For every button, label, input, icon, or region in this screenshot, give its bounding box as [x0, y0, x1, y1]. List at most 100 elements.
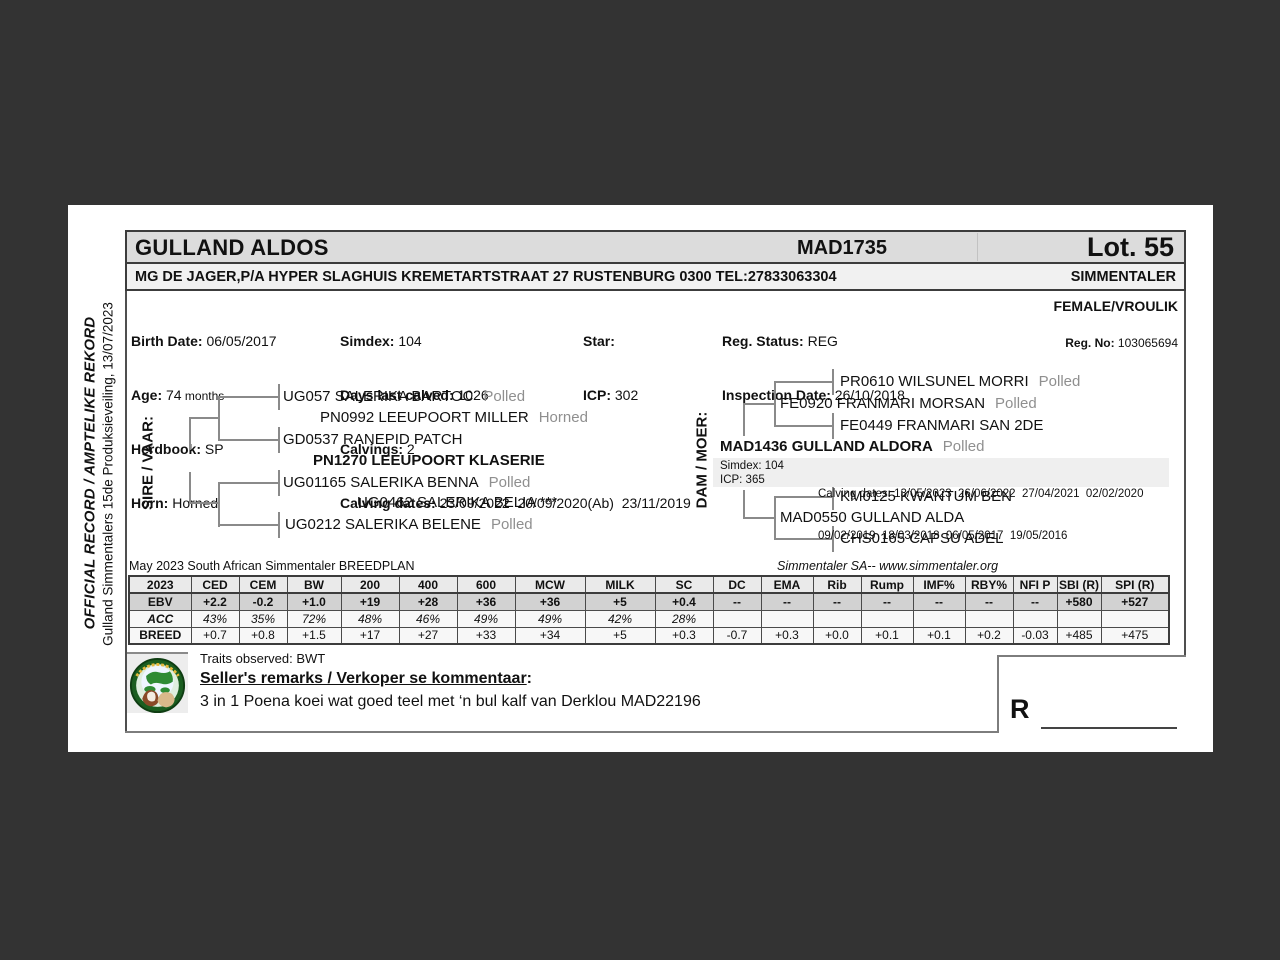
breedplan-column-header: Rump	[860, 575, 914, 594]
inspection-date-value: 26/10/2018	[834, 387, 905, 403]
breedplan-cell	[712, 609, 762, 628]
breedplan-column-header: EMA	[760, 575, 814, 594]
breedplan-cell: -0.2	[238, 592, 288, 611]
pedigree-tick	[278, 470, 280, 496]
breeder-bar: MG DE JAGER,P/A HYPER SLAGHUIS KREMETART…	[125, 264, 1186, 291]
pedigree-line	[218, 524, 279, 526]
days-last-calved-value: 1026	[457, 387, 489, 403]
card-border-right	[1184, 291, 1186, 657]
pedigree-line	[189, 502, 219, 504]
dam-calving-dates-line1: Calving dates: 13/05/2023 26/06/2022 27/…	[818, 488, 1144, 500]
breedplan-cell	[912, 609, 966, 628]
breedplan-cell	[1100, 609, 1170, 628]
lot-number: Lot. 55	[1086, 232, 1174, 262]
breedplan-column-header: 200	[340, 575, 400, 594]
breedplan-column-header: IMF%	[912, 575, 966, 594]
dam-dam: MAD0550 GULLAND ALDA	[780, 509, 965, 526]
breedplan-cell: +1.5	[286, 626, 342, 645]
dam-grandparent-3: KM0125 KWANTUM BEN	[840, 488, 1012, 505]
breedplan-cell: +36	[514, 592, 586, 611]
breedplan-row-acc: ACC 43% 35% 72% 48% 46% 49% 49% 42% 28%	[128, 609, 1170, 628]
breedplan-cell: +34	[514, 626, 586, 645]
pedigree-tick	[278, 512, 280, 538]
breedplan-column-header: SBI (R)	[1056, 575, 1102, 594]
sellers-remarks-heading: Seller's remarks / Verkoper se kommentaa…	[200, 670, 532, 687]
info-column-2: Simdex: 104 Days last calved: 1026 Calvi…	[340, 296, 691, 548]
breedplan-column-header: 400	[398, 575, 458, 594]
breedplan-cell: +2.2	[190, 592, 240, 611]
dam-performance-box: Simdex: 104 ICP: 365 Calving dates: 13/0…	[713, 458, 1169, 542]
pedigree-line	[218, 396, 220, 441]
breedplan-cell: +527	[1100, 592, 1170, 611]
animal-name: GULLAND ALDOS	[135, 235, 329, 260]
reg-status-label: Reg. Status:	[722, 333, 804, 349]
breedplan-cell: +0.7	[190, 626, 240, 645]
reg-status-value: REG	[807, 333, 838, 349]
animal-record-card: GULLAND ALDOS MAD1735 Lot. 55 MG DE JAGE…	[125, 230, 1186, 733]
pedigree-line	[189, 417, 191, 450]
pedigree-tick	[832, 413, 834, 439]
icp-value: 302	[614, 387, 639, 403]
days-last-calved-label: Days last calved:	[340, 387, 454, 403]
sire-sire: PN0992 LEEUPOORT MILLER Horned	[320, 409, 588, 426]
breedplan-cell: +5	[584, 592, 656, 611]
sire-grandparent-1: UG057 SALERIKA BARTOC Polled	[283, 388, 526, 405]
breedplan-cell: +0.2	[964, 626, 1014, 645]
dam-sire: FE0920 FRANMARI MORSAN Polled	[780, 395, 1037, 412]
breedplan-cell	[964, 609, 1014, 628]
pedigree-tick	[832, 369, 834, 395]
breedplan-cell	[760, 609, 814, 628]
sire-dam: UG0462 SALERIKA BELIA ***	[357, 494, 558, 511]
price-write-in-line	[1041, 727, 1177, 729]
breedplan-cell: +0.0	[812, 626, 862, 645]
info-column-1: Birth Date: 06/05/2017 Age: 74 months He…	[131, 296, 277, 548]
sellers-remarks-text: 3 in 1 Poena koei wat goed teel met ‘n b…	[200, 693, 701, 710]
card-border-step-horizontal	[997, 655, 1186, 657]
dam-grandparent-1: PR0610 WILSUNEL MORRI Polled	[840, 373, 1081, 390]
breedplan-cell: 43%	[190, 609, 240, 628]
breedplan-row-label: ACC	[128, 609, 192, 628]
breedplan-cell: +0.3	[760, 626, 814, 645]
pedigree-line	[774, 496, 833, 498]
breedplan-cell: 42%	[584, 609, 656, 628]
sire-name: PN1270 LEEUPOORT KLASERIE	[313, 452, 545, 469]
breedplan-header-row: 2023 CED CEM BW 200 400 600 MCW MILK SC DC EMA Rib Ru…	[128, 575, 1170, 594]
sex-value: FEMALE/VROULIK	[1053, 298, 1178, 314]
breedplan-cell	[812, 609, 862, 628]
info-column-4: Reg. Status: REG Inspection Date: 26/10/…	[722, 296, 905, 440]
breedplan-cell: 48%	[340, 609, 400, 628]
breedplan-column-header: SC	[654, 575, 714, 594]
breedplan-cell: 49%	[514, 609, 586, 628]
horn-label: Horn:	[131, 495, 169, 511]
breeder-address: MG DE JAGER,P/A HYPER SLAGHUIS KREMETART…	[135, 268, 837, 285]
calving-dates-value: 23/09/2022 20/09/2020(Ab) 23/11/2019	[439, 495, 691, 511]
breedplan-year-header: 2023	[128, 575, 192, 594]
dam-name: MAD1436 GULLAND ALDORA Polled	[720, 438, 985, 455]
herdbook-value: SP	[204, 441, 224, 457]
breedplan-cell: +27	[398, 626, 458, 645]
simdex-label: Simdex:	[340, 333, 395, 349]
breedplan-cell: +1.0	[286, 592, 342, 611]
breedplan-cell: +580	[1056, 592, 1102, 611]
breedplan-cell: +0.8	[238, 626, 288, 645]
breedplan-cell: --	[860, 592, 914, 611]
breedplan-cell: +485	[1056, 626, 1102, 645]
breedplan-column-header: 600	[456, 575, 516, 594]
icp-label: ICP:	[583, 387, 611, 403]
dam-icp: ICP: 365	[720, 474, 765, 486]
reg-no: Reg. No: 103065694	[1065, 336, 1178, 350]
calvings-label: Calvings:	[340, 441, 404, 457]
dam-calving-dates-line2: 09/02/2019 18/03/2018 06/05/2017 19/05/2…	[818, 530, 1068, 542]
breed-name: SIMMENTALER	[1070, 268, 1176, 285]
pedigree-line	[743, 517, 775, 519]
breedplan-cell: +0.4	[654, 592, 714, 611]
traits-observed: Traits observed: BWT	[200, 651, 326, 666]
breedplan-cell: --	[1012, 592, 1058, 611]
breedplan-table: 2023 CED CEM BW 200 400 600 MCW MILK SC DC EMA Rib Ru…	[128, 575, 1170, 645]
breedplan-cell: --	[812, 592, 862, 611]
birth-date-value: 06/05/2017	[206, 333, 277, 349]
pedigree-line	[743, 403, 775, 405]
breedplan-cell: 35%	[238, 609, 288, 628]
pedigree-line	[743, 403, 745, 436]
pedigree-line	[218, 439, 279, 441]
